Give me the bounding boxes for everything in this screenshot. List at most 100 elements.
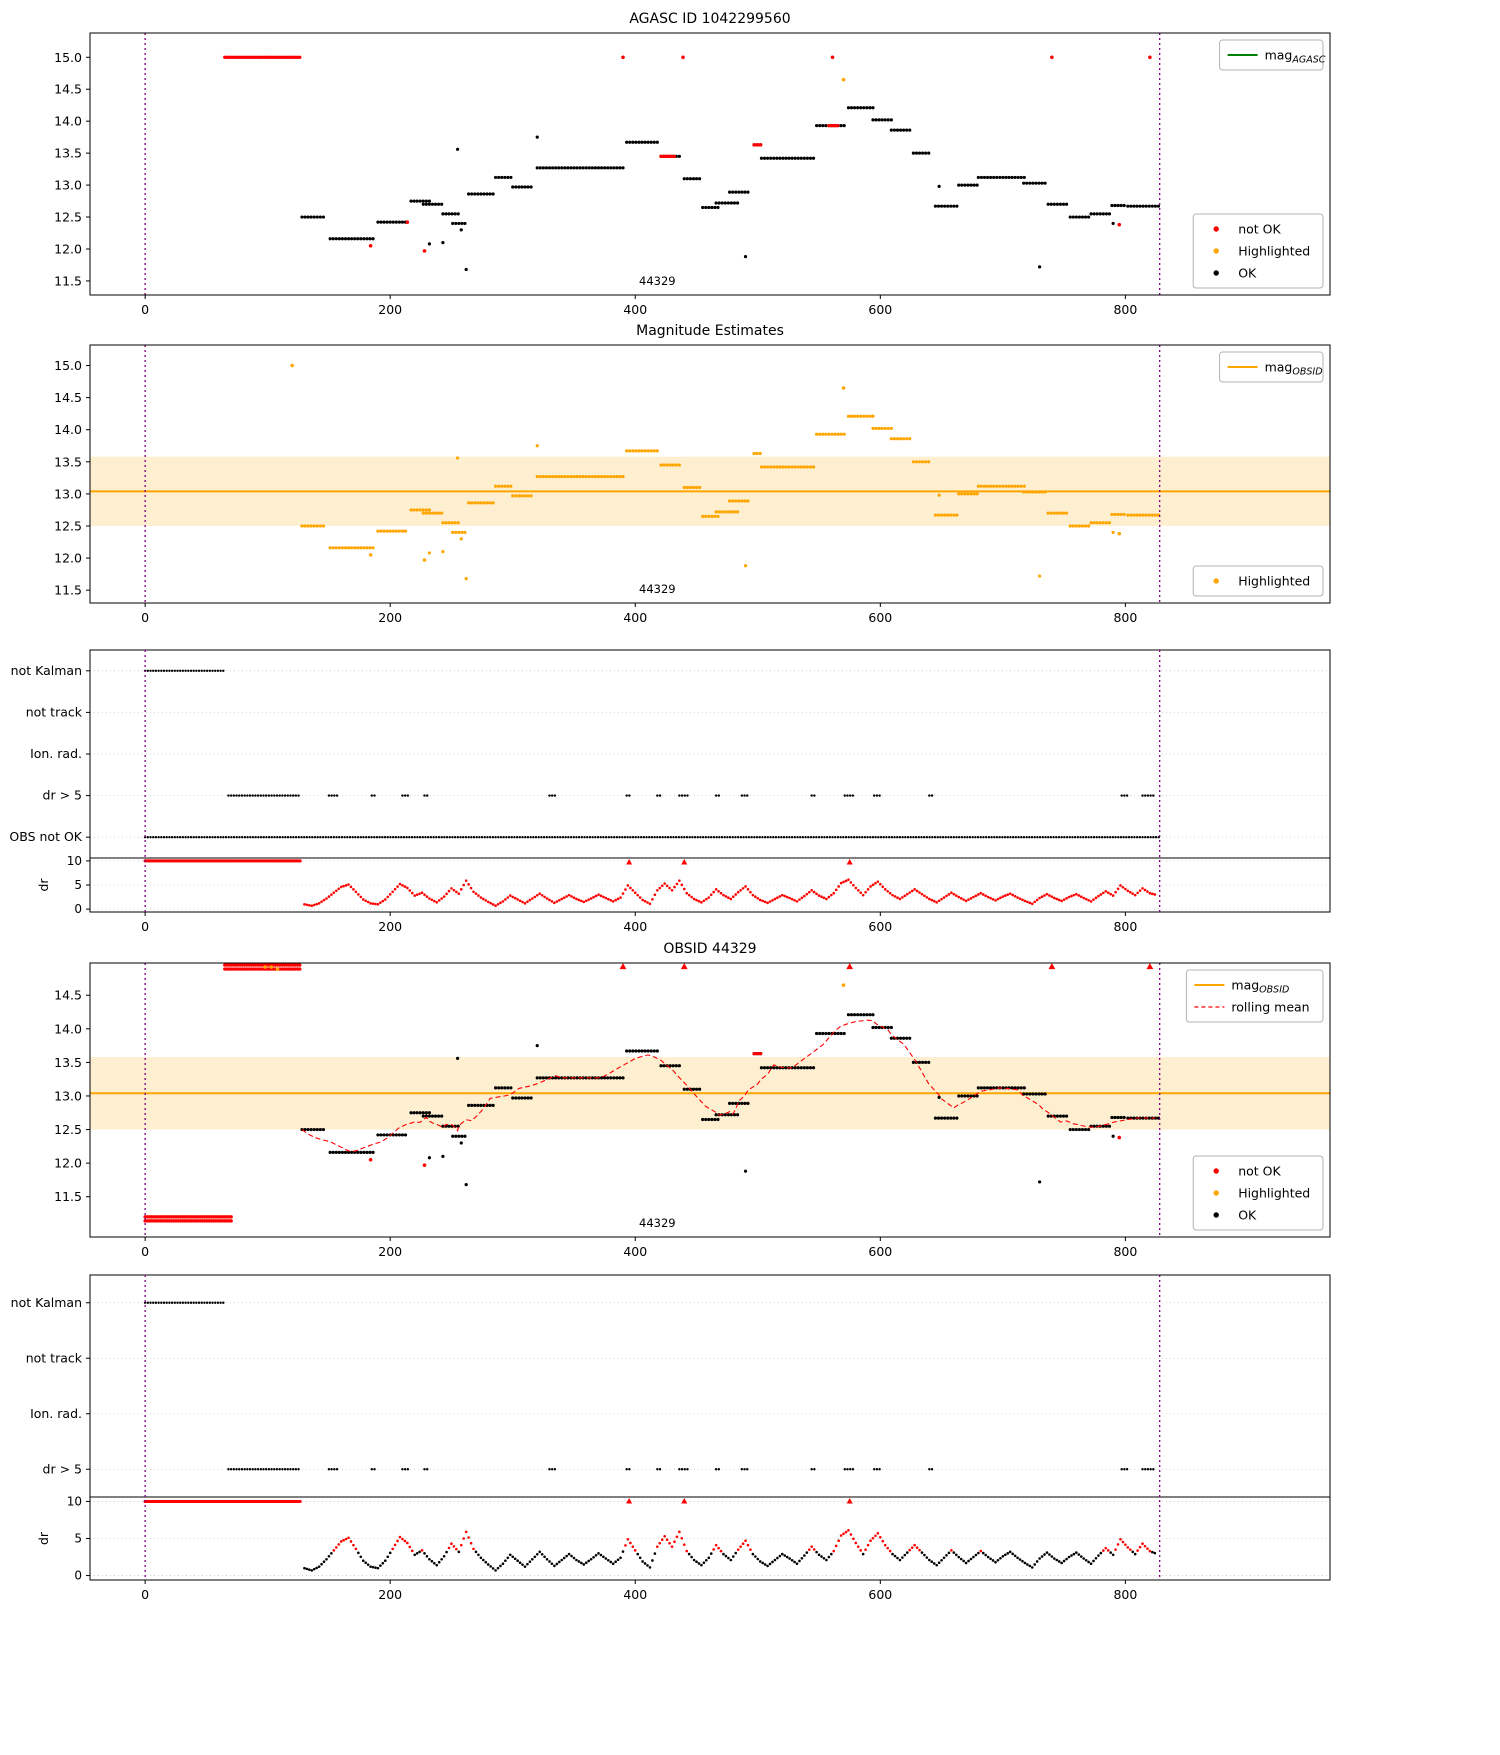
panel-title-estimates: Magnitude Estimates	[636, 323, 784, 339]
dr-clip-marker	[681, 859, 688, 865]
rolling-mean-line	[301, 1019, 1156, 1152]
axes-frame	[89, 857, 1331, 913]
series-not-ok	[143, 963, 1154, 1223]
x-tick-label: 800	[1113, 610, 1137, 625]
x-tick-label: 400	[623, 919, 647, 934]
x-tick-label: 200	[378, 1244, 402, 1259]
y-tick-label: 14.5	[54, 82, 82, 97]
y-tick-label: 14.5	[54, 390, 82, 405]
legend-label: magOBSID	[1265, 360, 1323, 378]
obsid-annotation: 44329	[639, 582, 676, 596]
dr-tick-label: 0	[74, 902, 82, 916]
series-highlighted	[841, 77, 846, 82]
flag-row-label: not Kalman	[11, 663, 82, 678]
legend-label: magOBSID	[1231, 978, 1289, 996]
x-tick-label: 200	[378, 919, 402, 934]
axes-frame	[89, 1496, 1331, 1581]
x-tick-label: 800	[1113, 919, 1137, 934]
dr-tick-label: 10	[67, 854, 82, 868]
axes-frame	[89, 962, 1331, 1238]
y-tick-label: 12.5	[54, 518, 82, 533]
y-tick-label: 12.0	[54, 241, 82, 256]
y-tick-label: 12.5	[54, 1122, 82, 1137]
legend: magOBSID rolling mean	[1185, 969, 1324, 1023]
legend-label: rolling mean	[1231, 1000, 1309, 1015]
legend-marker-sample	[1213, 578, 1219, 584]
legend-label: OK	[1238, 1208, 1257, 1223]
y-tick-label: 13.5	[54, 454, 82, 469]
y-tick-label: 11.5	[54, 583, 82, 598]
series-highlighted	[290, 363, 1161, 581]
x-tick-label: 800	[1113, 302, 1137, 317]
y-tick-label: 14.0	[54, 1021, 82, 1036]
legend-label: Highlighted	[1238, 574, 1310, 589]
y-tick-label: 11.5	[54, 273, 82, 288]
y-tick-label: 12.0	[54, 1156, 82, 1171]
flag-row-label: Ion. rad.	[30, 746, 82, 761]
dr-clip-marker	[846, 859, 853, 865]
legend: not OK Highlighted OK	[1192, 213, 1324, 289]
axes-frame	[89, 1274, 1331, 1498]
clipped-point-marker	[846, 963, 854, 970]
x-tick-label: 600	[868, 1587, 892, 1602]
dr-clip-marker	[846, 1498, 853, 1504]
flag-row-label: Ion. rad.	[30, 1406, 82, 1421]
legend-label: Highlighted	[1238, 244, 1310, 259]
panel-agasc: AGASC ID 1042299560 11.5 12.0 12.5 13.0 13.5 1…	[54, 11, 1331, 317]
axes-frame	[89, 32, 1331, 296]
y-tick-label: 15.0	[54, 50, 82, 65]
flag-row-label: OBS not OK	[9, 829, 82, 844]
flag-row-label: not track	[26, 1350, 83, 1365]
x-tick-label: 200	[378, 1587, 402, 1602]
dr-axis-label: dr	[36, 878, 51, 892]
legend: not OK Highlighted OK	[1192, 1155, 1324, 1231]
y-tick-label: 13.0	[54, 1088, 82, 1103]
y-tick-label: 13.5	[54, 1055, 82, 1070]
legend: magOBSID	[1219, 351, 1324, 383]
x-tick-label: 0	[141, 919, 149, 934]
x-tick-label: 600	[868, 610, 892, 625]
y-tick-label: 12.0	[54, 551, 82, 566]
dr-clip-marker	[626, 1498, 633, 1504]
legend-label: OK	[1238, 266, 1257, 281]
x-tick-label: 200	[378, 302, 402, 317]
clipped-point-marker	[1048, 963, 1056, 970]
legend-marker-sample	[1213, 1212, 1219, 1218]
y-tick-label: 14.0	[54, 422, 82, 437]
x-tick-label: 400	[623, 610, 647, 625]
panel-flags_top: not Kalman not track Ion. rad. dr > 5 OBS no…	[9, 649, 1331, 934]
legend-marker-sample	[1213, 248, 1219, 254]
legend-label: magAGASC	[1265, 48, 1326, 66]
panel-estimates: Magnitude Estimates 11.5 12.0 12.5 13.0 13.5 1…	[54, 323, 1331, 625]
obsid-annotation: 44329	[639, 274, 676, 288]
dr-tick-label: 10	[67, 1494, 82, 1508]
obsid-annotation: 44329	[639, 1216, 676, 1230]
y-tick-label: 14.5	[54, 988, 82, 1003]
series-highlighted	[263, 965, 846, 987]
x-tick-label: 0	[141, 1244, 149, 1259]
x-tick-label: 200	[378, 610, 402, 625]
legend-marker-sample	[1213, 1190, 1219, 1196]
legend-label: not OK	[1238, 222, 1281, 237]
legend: Highlighted	[1192, 565, 1324, 597]
axes-frame	[89, 344, 1331, 604]
y-tick-label: 13.5	[54, 146, 82, 161]
clipped-point-marker	[1146, 963, 1154, 970]
legend-label: Highlighted	[1238, 1186, 1310, 1201]
clipped-point-marker	[680, 963, 688, 970]
panel-title-agasc: AGASC ID 1042299560	[629, 11, 790, 27]
y-tick-label: 13.0	[54, 486, 82, 501]
x-tick-label: 600	[868, 919, 892, 934]
flag-row-label: not track	[26, 704, 83, 719]
panel-flags_bottom: not Kalman not track Ion. rad. dr > 5 0 5 10 dr…	[11, 1274, 1331, 1602]
dr-tick-label: 5	[74, 878, 82, 892]
x-tick-label: 600	[868, 1244, 892, 1259]
x-tick-label: 800	[1113, 1587, 1137, 1602]
x-tick-label: 400	[623, 1244, 647, 1259]
series-not-ok	[223, 55, 1152, 253]
series-ok	[300, 106, 1161, 272]
dr-axis-label: dr	[36, 1531, 51, 1545]
legend-marker-sample	[1213, 226, 1219, 232]
